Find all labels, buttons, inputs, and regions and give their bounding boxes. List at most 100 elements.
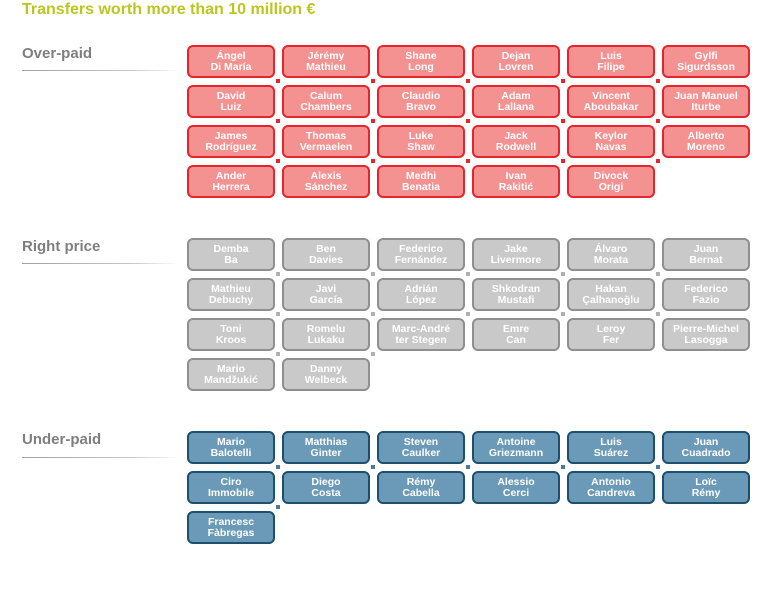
player-card: Jack Rodwell [472,125,560,158]
player-last-name: García [309,293,343,306]
player-last-name: Long [408,60,434,73]
connector-dot [466,272,470,276]
player-card: Luis Filipe [567,45,655,78]
connector-dot [371,79,375,83]
player-first-name: Javi [315,282,337,295]
player-first-name: Alberto [687,129,725,142]
player-last-name: Caulker [401,446,441,459]
player-first-name: Ciro [220,475,242,488]
player-first-name: Claudio [401,89,441,102]
over-paid-grid: Ángel Di María Jérémy Mathieu Shane Long Dejan… [187,45,750,198]
player-card: Mario Mandžukić [187,358,275,391]
player-first-name: Antonio [591,475,631,488]
player-last-name: Suárez [593,446,629,459]
player-card: Claudio Bravo [377,85,465,118]
player-card: Romelu Lukaku [282,318,370,351]
player-card: Luis Suárez [567,431,655,464]
player-last-name: Luiz [220,100,242,113]
connector-dot [371,272,375,276]
player-card: Demba Ba [187,238,275,271]
right-price-grid: Demba Ba Ben Davies Federico Fernández Jake Liv… [187,238,750,391]
player-first-name: Francesc [207,515,255,528]
player-first-name: Keylor [594,129,628,142]
player-card: Matthias Ginter [282,431,370,464]
connector-dot [561,312,565,316]
player-card: Ciro Immobile [187,471,275,504]
player-first-name: Jake [504,242,528,255]
connector-dot [371,465,375,469]
player-card: Federico Fernández [377,238,465,271]
player-first-name: Alessio [497,475,535,488]
player-card: Ben Davies [282,238,370,271]
connector-dot [276,352,280,356]
player-last-name: Cerci [502,486,530,499]
player-last-name: Di María [210,60,252,73]
player-first-name: Danny [309,362,343,375]
connector-dot [656,79,660,83]
player-card: Emre Can [472,318,560,351]
player-first-name: Hakan [595,282,627,295]
player-card: Ivan Rakitić [472,165,560,198]
player-first-name: Luis [600,49,622,62]
player-first-name: Diego [311,475,341,488]
player-first-name: Calum [309,89,343,102]
player-last-name: Mustafi [497,293,535,306]
player-card: Medhi Benatia [377,165,465,198]
connector-dot [371,352,375,356]
player-last-name: Filipe [597,60,625,73]
player-first-name: Marc-André [391,322,451,335]
player-first-name: Juan [693,435,719,448]
player-first-name: Jack [504,129,528,142]
section-label-under-paid: Under-paid [22,431,102,448]
player-card: Calum Chambers [282,85,370,118]
player-first-name: Thomas [305,129,347,142]
connector-dot [276,465,280,469]
player-first-name: Demba [213,242,249,255]
player-last-name: López [405,293,437,306]
player-card: Shane Long [377,45,465,78]
player-card: Javi García [282,278,370,311]
connector-dot [276,505,280,509]
connector-dot [276,312,280,316]
player-card: Keylor Navas [567,125,655,158]
player-first-name: Adam [501,89,531,102]
player-card: Rémy Cabella [377,471,465,504]
player-first-name: Leroy [596,322,626,335]
player-first-name: Ben [316,242,336,255]
connector-dot [466,79,470,83]
player-card: Federico Fazio [662,278,750,311]
player-card: Jake Livermore [472,238,560,271]
player-first-name: Rémy [406,475,436,488]
player-last-name: Chambers [300,100,352,113]
player-last-name: Bernat [689,253,723,266]
player-first-name: James [214,129,248,142]
player-last-name: Lasogga [684,333,728,346]
player-first-name: Divock [593,169,629,182]
player-first-name: Medhi [405,169,437,182]
player-first-name: Adrián [404,282,438,295]
player-last-name: Fernández [394,253,448,266]
player-card: Marc-André ter Stegen [377,318,465,351]
player-last-name: Bravo [406,100,436,113]
player-card: Juan Bernat [662,238,750,271]
player-card: Dejan Lovren [472,45,560,78]
player-first-name: Dejan [501,49,531,62]
player-card: Francesc Fàbregas [187,511,275,544]
player-card: Antonio Candreva [567,471,655,504]
player-first-name: Emre [502,322,530,335]
player-first-name: Matthias [304,435,348,448]
player-last-name: Balotelli [210,446,252,459]
player-last-name: Iturbe [691,100,721,113]
player-first-name: Federico [399,242,443,255]
player-last-name: Cuadrado [681,446,731,459]
player-card: Luke Shaw [377,125,465,158]
player-last-name: Kroos [215,333,247,346]
player-card: Divock Origi [567,165,655,198]
player-last-name: Griezmann [488,446,544,459]
player-last-name: Vermaelen [299,140,353,153]
player-first-name: Shane [405,49,437,62]
player-card: Hakan Çalhanoğlu [567,278,655,311]
player-last-name: Can [506,333,526,346]
connector-dot [466,119,470,123]
player-first-name: Luke [408,129,434,142]
